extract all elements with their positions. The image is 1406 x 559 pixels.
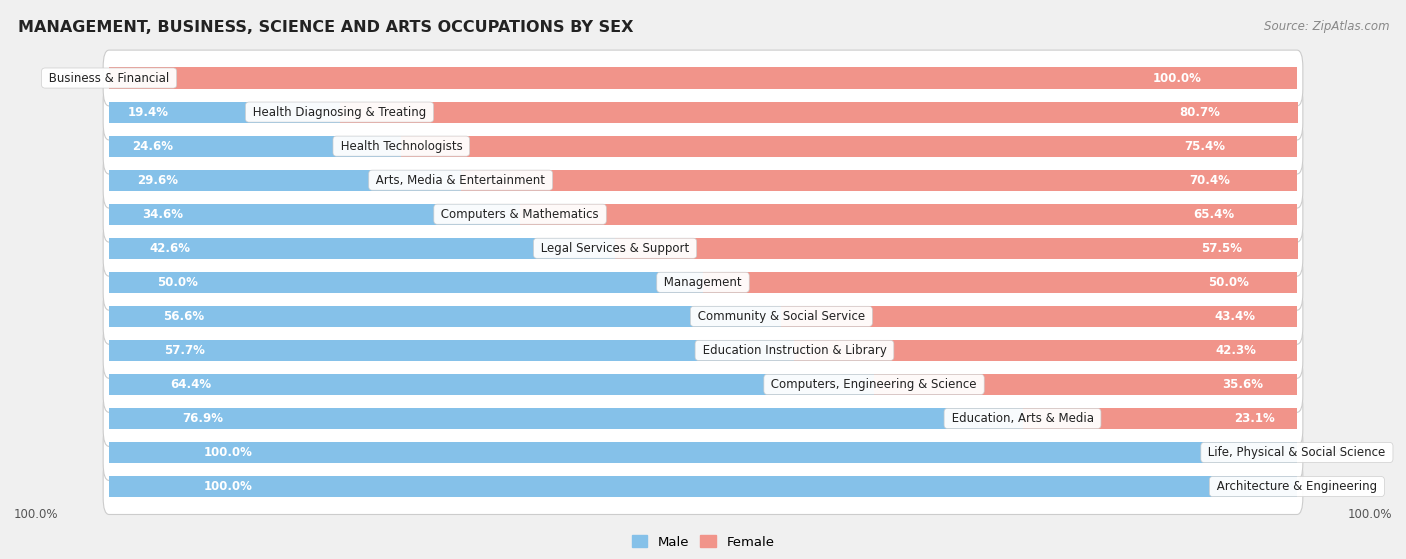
FancyBboxPatch shape <box>103 391 1303 447</box>
Text: Management: Management <box>661 276 745 289</box>
Bar <box>110 442 1296 463</box>
FancyBboxPatch shape <box>103 357 1303 413</box>
Bar <box>110 374 875 395</box>
Bar <box>110 136 401 157</box>
Text: 43.4%: 43.4% <box>1215 310 1256 323</box>
Bar <box>110 238 614 259</box>
Text: 42.6%: 42.6% <box>149 241 191 255</box>
FancyBboxPatch shape <box>103 458 1303 514</box>
Text: Computers & Mathematics: Computers & Mathematics <box>437 208 603 221</box>
Text: Health Diagnosing & Treating: Health Diagnosing & Treating <box>249 106 430 119</box>
Text: 100.0%: 100.0% <box>204 446 253 459</box>
Text: 29.6%: 29.6% <box>138 174 179 187</box>
FancyBboxPatch shape <box>103 288 1303 344</box>
Text: 34.6%: 34.6% <box>142 208 183 221</box>
Text: 100.0%: 100.0% <box>1347 508 1392 520</box>
Bar <box>110 272 703 293</box>
Text: Business & Financial: Business & Financial <box>45 72 173 84</box>
Text: Arts, Media & Entertainment: Arts, Media & Entertainment <box>373 174 550 187</box>
FancyBboxPatch shape <box>103 152 1303 208</box>
Text: Legal Services & Support: Legal Services & Support <box>537 241 693 255</box>
Text: 100.0%: 100.0% <box>14 508 59 520</box>
FancyBboxPatch shape <box>103 425 1303 480</box>
FancyBboxPatch shape <box>103 84 1303 140</box>
Text: 57.7%: 57.7% <box>165 344 205 357</box>
Text: Architecture & Engineering: Architecture & Engineering <box>1213 480 1381 493</box>
Bar <box>110 203 520 225</box>
FancyBboxPatch shape <box>103 118 1303 174</box>
Text: Education Instruction & Library: Education Instruction & Library <box>699 344 890 357</box>
Text: 0.0%: 0.0% <box>62 72 91 84</box>
Bar <box>110 340 794 361</box>
Text: 50.0%: 50.0% <box>1209 276 1250 289</box>
FancyBboxPatch shape <box>103 186 1303 242</box>
Bar <box>110 102 339 122</box>
Bar <box>110 68 1296 88</box>
Text: Source: ZipAtlas.com: Source: ZipAtlas.com <box>1264 20 1389 32</box>
Text: 65.4%: 65.4% <box>1194 208 1234 221</box>
Text: Computers, Engineering & Science: Computers, Engineering & Science <box>768 378 980 391</box>
Text: 23.1%: 23.1% <box>1234 412 1275 425</box>
Text: 19.4%: 19.4% <box>128 106 169 119</box>
Text: 42.3%: 42.3% <box>1216 344 1257 357</box>
Bar <box>461 169 1296 191</box>
FancyBboxPatch shape <box>103 50 1303 106</box>
Text: MANAGEMENT, BUSINESS, SCIENCE AND ARTS OCCUPATIONS BY SEX: MANAGEMENT, BUSINESS, SCIENCE AND ARTS O… <box>18 20 634 35</box>
Text: 76.9%: 76.9% <box>183 412 224 425</box>
Bar <box>782 306 1296 327</box>
Bar <box>875 374 1296 395</box>
FancyBboxPatch shape <box>103 220 1303 276</box>
Legend: Male, Female: Male, Female <box>626 530 780 554</box>
Text: Health Technologists: Health Technologists <box>336 140 465 153</box>
Text: 100.0%: 100.0% <box>204 480 253 493</box>
Text: 0.0%: 0.0% <box>1315 480 1344 493</box>
Text: 80.7%: 80.7% <box>1180 106 1220 119</box>
Text: 56.6%: 56.6% <box>163 310 204 323</box>
Bar <box>703 272 1296 293</box>
Text: 50.0%: 50.0% <box>156 276 197 289</box>
Text: Education, Arts & Media: Education, Arts & Media <box>948 412 1098 425</box>
Text: Life, Physical & Social Science: Life, Physical & Social Science <box>1205 446 1389 459</box>
Bar <box>110 408 1022 429</box>
FancyBboxPatch shape <box>103 254 1303 310</box>
Bar <box>401 136 1296 157</box>
Bar <box>110 306 782 327</box>
FancyBboxPatch shape <box>103 323 1303 378</box>
Bar <box>110 169 461 191</box>
Text: Community & Social Service: Community & Social Service <box>695 310 869 323</box>
Bar <box>110 476 1296 497</box>
Bar <box>339 102 1298 122</box>
Text: 24.6%: 24.6% <box>132 140 173 153</box>
Bar <box>614 238 1298 259</box>
Text: 75.4%: 75.4% <box>1184 140 1225 153</box>
Text: 0.0%: 0.0% <box>1315 446 1344 459</box>
Bar <box>520 203 1296 225</box>
Text: 57.5%: 57.5% <box>1201 241 1243 255</box>
Bar <box>1022 408 1296 429</box>
Text: 70.4%: 70.4% <box>1189 174 1230 187</box>
Text: 35.6%: 35.6% <box>1222 378 1263 391</box>
Text: 100.0%: 100.0% <box>1153 72 1202 84</box>
Bar <box>794 340 1296 361</box>
Text: 64.4%: 64.4% <box>170 378 211 391</box>
